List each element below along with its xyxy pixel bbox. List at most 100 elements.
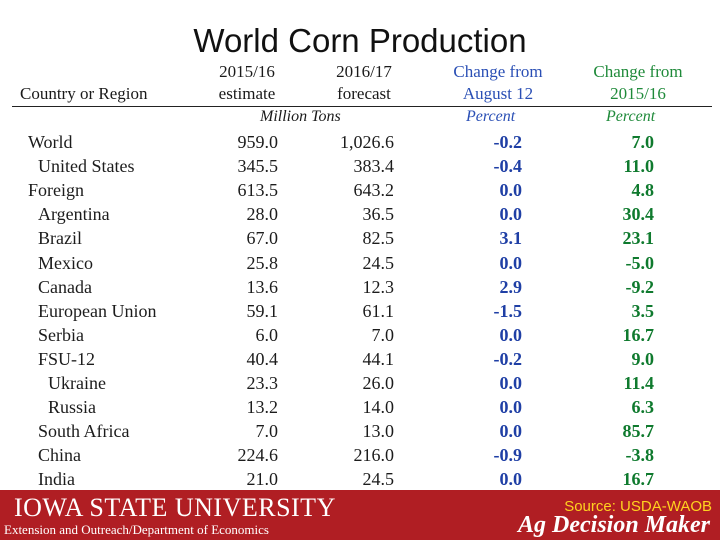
row-change-prev: 85.7 xyxy=(622,421,655,442)
row-est-value: 7.0 xyxy=(255,421,279,442)
table-row: United States 345.5 383.4 -0.4 11.0 xyxy=(0,154,720,178)
row-change-prev: -5.0 xyxy=(625,252,655,273)
row-change-prev: 4.8 xyxy=(631,180,655,201)
col-header-country-label: Country or Region xyxy=(20,84,148,103)
row-fcst-value: 383.4 xyxy=(353,156,395,177)
table-row: Canada 13.6 12.3 2.9 -9.2 xyxy=(0,275,720,299)
row-fcst-value: 61.1 xyxy=(362,300,395,321)
row-change-aug: -0.4 xyxy=(493,156,523,177)
row-name: India xyxy=(38,469,75,490)
row-est-value: 13.6 xyxy=(246,276,279,297)
row-est-value: 59.1 xyxy=(246,300,279,321)
row-change-prev: 16.7 xyxy=(622,469,655,490)
row-name: China xyxy=(38,445,81,466)
row-change-aug: -0.9 xyxy=(493,445,523,466)
table-row: European Union 59.1 61.1 -1.5 3.5 xyxy=(0,299,720,323)
row-name: Mexico xyxy=(38,252,93,273)
row-name: Canada xyxy=(38,276,92,297)
row-name: World xyxy=(28,132,73,152)
row-fcst-value: 1,026.6 xyxy=(340,132,394,152)
row-fcst-value: 216.0 xyxy=(353,445,395,466)
footer-bar: IOWA STATE UNIVERSITY Extension and Outr… xyxy=(0,490,720,540)
row-est-value: 40.4 xyxy=(246,348,279,369)
row-est-value: 25.8 xyxy=(246,252,279,273)
col-header-country: Country or Region xyxy=(20,83,148,105)
row-fcst-value: 643.2 xyxy=(353,180,395,201)
table-row: Foreign 613.5 643.2 0.0 4.8 xyxy=(0,178,720,202)
col-header-fcst: 2016/17 forecast xyxy=(318,61,410,105)
table-row: Russia 13.2 14.0 0.0 6.3 xyxy=(0,395,720,419)
row-change-prev: 9.0 xyxy=(631,348,655,369)
row-name: United States xyxy=(38,156,135,177)
table-row: Serbia 6.0 7.0 0.0 16.7 xyxy=(0,323,720,347)
row-est-value: 28.0 xyxy=(246,204,279,225)
row-change-prev: 11.4 xyxy=(623,373,654,393)
col-header-est-line1: 2015/16 xyxy=(219,62,275,81)
row-change-prev: 7.0 xyxy=(631,132,655,152)
col-header-fcst-line1: 2016/17 xyxy=(336,62,392,81)
row-est-value: 13.2 xyxy=(246,397,279,418)
row-change-prev: 3.5 xyxy=(631,300,655,321)
col-header-est-line2: estimate xyxy=(218,84,276,103)
row-change-aug: 0.0 xyxy=(499,180,523,201)
row-fcst-value: 44.1 xyxy=(362,348,395,369)
row-fcst-value: 24.5 xyxy=(362,469,395,490)
row-change-aug: -0.2 xyxy=(493,132,523,152)
university-logo-text: IOWA STATE UNIVERSITY xyxy=(14,493,336,522)
row-fcst-value: 13.0 xyxy=(362,421,395,442)
table-row: Mexico 25.8 24.5 0.0 -5.0 xyxy=(0,251,720,275)
row-fcst-value: 7.0 xyxy=(371,324,395,345)
row-name: FSU-12 xyxy=(38,348,96,369)
row-est-value: 67.0 xyxy=(246,228,279,249)
col-header-chg-prev-line2: 2015/16 xyxy=(610,84,666,103)
row-est-value: 613.5 xyxy=(237,180,279,201)
units-change-aug: Percent xyxy=(466,108,516,125)
row-change-prev: 6.3 xyxy=(631,397,655,418)
row-name: South Africa xyxy=(38,421,130,442)
row-change-aug: 0.0 xyxy=(499,469,523,490)
row-change-aug: 0.0 xyxy=(499,397,523,418)
col-header-chg-prev-line1: Change from xyxy=(593,62,683,81)
table-row: Argentina 28.0 36.5 0.0 30.4 xyxy=(0,202,720,226)
row-est-value: 345.5 xyxy=(237,156,279,177)
row-change-prev: 30.4 xyxy=(622,204,655,225)
table-row: China 224.6 216.0 -0.9 -3.8 xyxy=(0,443,720,467)
row-fcst-value: 82.5 xyxy=(362,228,395,249)
row-est-value: 959.0 xyxy=(237,132,279,152)
table-row: Ukraine 23.3 26.0 0.0 11.4 xyxy=(0,371,720,395)
col-header-chg-aug-line1: Change from xyxy=(453,62,543,81)
row-change-aug: 0.0 xyxy=(499,204,523,225)
row-name: Brazil xyxy=(38,228,82,249)
units-production: Million Tons xyxy=(260,108,341,125)
row-est-value: 23.3 xyxy=(246,373,279,393)
brand-text: Ag Decision Maker xyxy=(518,512,710,538)
row-change-aug: 3.1 xyxy=(499,228,523,249)
units-change-prev: Percent xyxy=(606,108,656,125)
table-row: World 959.0 1,026.6 -0.2 7.0 xyxy=(0,130,720,154)
row-fcst-value: 36.5 xyxy=(362,204,395,225)
header-rule xyxy=(12,106,712,107)
table-row: FSU-12 40.4 44.1 -0.2 9.0 xyxy=(0,347,720,371)
row-name: Ukraine xyxy=(48,373,106,393)
row-change-prev: 11.0 xyxy=(623,156,654,177)
row-est-value: 224.6 xyxy=(237,445,279,466)
col-header-est: 2015/16 estimate xyxy=(205,61,289,105)
row-change-aug: 0.0 xyxy=(499,373,523,393)
chart-title: World Corn Production xyxy=(193,22,527,59)
row-change-prev: 16.7 xyxy=(622,324,655,345)
row-est-value: 6.0 xyxy=(255,324,279,345)
table-row: India 21.0 24.5 0.0 16.7 xyxy=(0,467,720,491)
row-change-aug: 0.0 xyxy=(499,252,523,273)
table-row: Brazil 67.0 82.5 3.1 23.1 xyxy=(0,226,720,250)
col-header-fcst-line2: forecast xyxy=(337,84,391,103)
table-row: South Africa 7.0 13.0 0.0 85.7 xyxy=(0,419,720,443)
row-fcst-value: 26.0 xyxy=(362,373,395,393)
row-change-aug: 0.0 xyxy=(499,324,523,345)
row-change-aug: -0.2 xyxy=(493,348,523,369)
row-name: Russia xyxy=(48,397,97,418)
row-change-aug: 2.9 xyxy=(499,276,523,297)
department-text: Extension and Outreach/Department of Eco… xyxy=(4,522,269,537)
row-change-prev: 23.1 xyxy=(622,228,655,249)
row-fcst-value: 14.0 xyxy=(362,397,395,418)
row-name: Foreign xyxy=(28,180,84,201)
